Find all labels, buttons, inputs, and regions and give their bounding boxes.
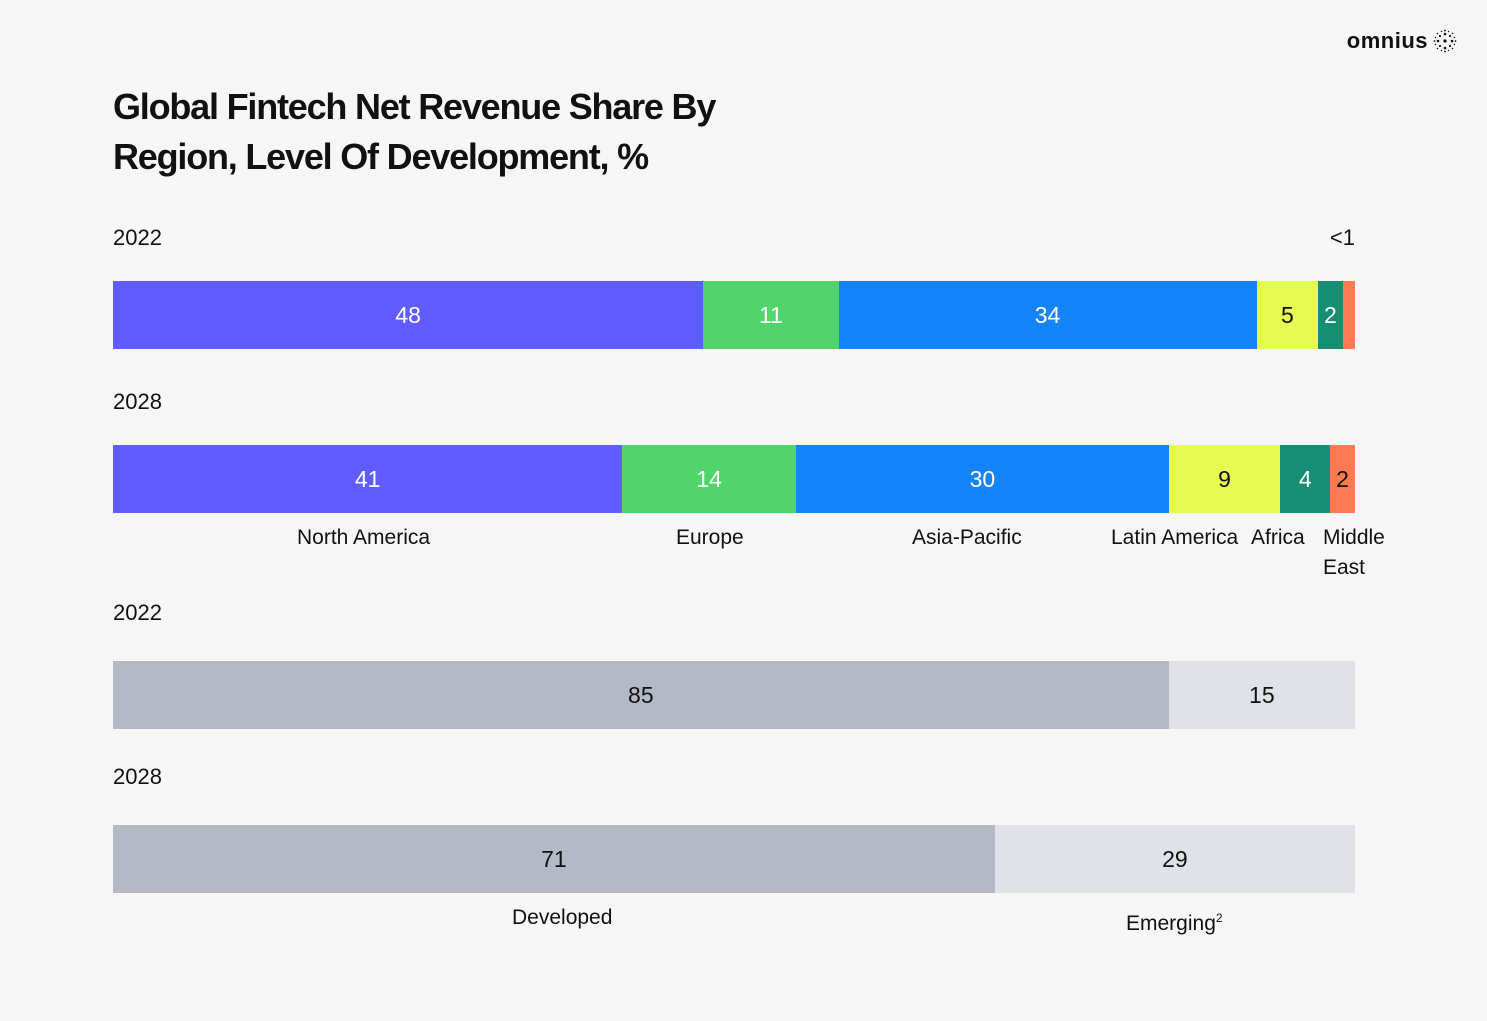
legend-label-europe: Europe xyxy=(676,526,744,549)
bar-segment-latin-america-2022: 5 xyxy=(1256,281,1319,349)
data-label-asia-pacific-2028: 30 xyxy=(969,465,996,492)
dev-bar-2022: 85 15 xyxy=(113,661,1355,729)
year-label-dev-2028: 2028 xyxy=(113,764,162,789)
data-label-africa-2028: 4 xyxy=(1298,465,1312,492)
bar-segment-emerging-2028: 29 xyxy=(994,825,1355,893)
data-label-middle-east-2028: 2 xyxy=(1336,465,1349,492)
bar-segment-asia-pacific-2022: 34 xyxy=(838,281,1257,349)
bar-segment-asia-pacific-2028: 30 xyxy=(796,445,1169,513)
bar-segment-emerging-2022: 15 xyxy=(1168,661,1355,729)
legend-label-asia-pacific: Asia-Pacific xyxy=(912,526,1022,549)
legend-label-emerging: Emerging2 xyxy=(1126,903,1223,939)
data-label-latin-america-2022: 5 xyxy=(1280,301,1294,328)
brand-name: omnius xyxy=(1346,28,1428,53)
data-label-developed-2022: 85 xyxy=(628,681,654,708)
omnius-dots-icon xyxy=(1433,29,1457,53)
data-label-emerging-2028: 29 xyxy=(1162,845,1188,872)
chart-title: Global Fintech Net Revenue Share By Regi… xyxy=(113,86,716,177)
data-label-europe-2022: 11 xyxy=(758,301,783,328)
data-label-north-america-2022: 48 xyxy=(395,301,421,328)
bar-segment-developed-2022: 85 xyxy=(113,661,1169,729)
data-label-developed-2028: 71 xyxy=(541,845,567,872)
bar-segment-north-america-2022: 48 xyxy=(113,281,704,349)
data-label-africa-2022: 2 xyxy=(1323,301,1337,328)
legend-label-emerging-text: Emerging xyxy=(1126,912,1216,935)
data-label-europe-2028: 14 xyxy=(696,465,722,492)
year-label-region-2028: 2028 xyxy=(113,389,162,414)
dev-bar-2028: 71 29 xyxy=(113,825,1355,893)
bar-segment-latin-america-2028: 9 xyxy=(1168,445,1281,513)
bar-segment-europe-2022: 11 xyxy=(703,281,839,349)
middle-east-2022-annotation: <1 xyxy=(1329,225,1355,250)
year-label-dev-2022: 2022 xyxy=(113,600,162,625)
data-label-emerging-2022: 15 xyxy=(1249,681,1275,708)
data-label-north-america-2028: 41 xyxy=(354,465,381,492)
bar-segment-africa-2028: 4 xyxy=(1280,445,1331,513)
legend-label-middle-east: Middle East xyxy=(1323,526,1385,579)
region-bar-2028: 41 14 30 9 4 2 xyxy=(113,445,1355,513)
data-label-latin-america-2028: 9 xyxy=(1218,465,1231,492)
bar-segment-north-america-2028: 41 xyxy=(113,445,623,513)
legend-label-africa: Africa xyxy=(1251,526,1305,549)
bar-segment-developed-2028: 71 xyxy=(113,825,995,893)
bar-segment-middle-east-2022 xyxy=(1342,281,1355,349)
brand-logo: omnius xyxy=(1347,28,1457,54)
bar-segment-middle-east-2028: 2 xyxy=(1330,445,1355,513)
year-label-region-2022: 2022 xyxy=(113,225,162,250)
bar-segment-europe-2028: 14 xyxy=(622,445,797,513)
bar-segment-africa-2022: 2 xyxy=(1318,281,1343,349)
legend-label-north-america: North America xyxy=(297,526,431,549)
emerging-footnote-marker: 2 xyxy=(1215,911,1223,925)
region-bar-2022: 48 11 34 5 2 xyxy=(113,281,1355,349)
legend-label-latin-america: Latin America xyxy=(1111,526,1239,549)
legend-label-developed: Developed xyxy=(512,906,613,929)
data-label-asia-pacific-2022: 34 xyxy=(1034,301,1061,328)
